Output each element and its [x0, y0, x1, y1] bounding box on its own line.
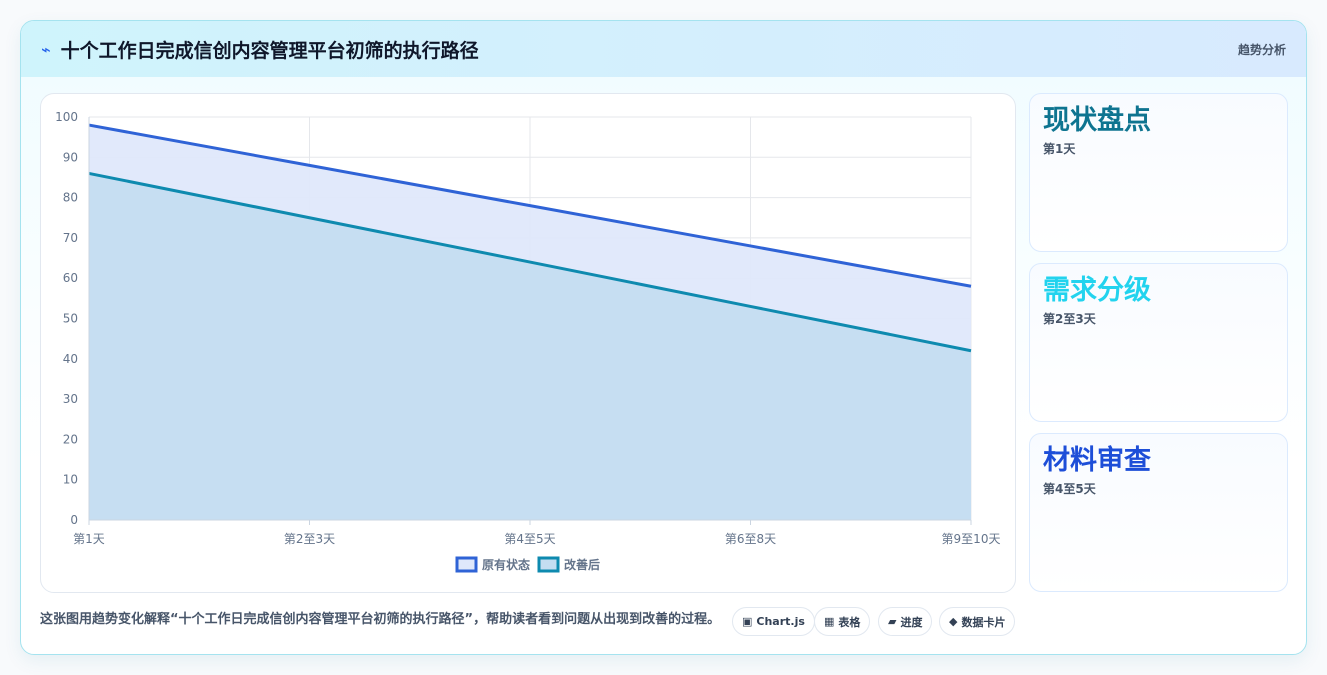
card-header: ⌁ 十个工作日完成信创内容管理平台初筛的执行路径 趋势分析 — [21, 21, 1306, 77]
diamond-icon: ◆ — [949, 615, 958, 628]
y-tick-label: 20 — [63, 432, 78, 446]
side-card-days: 第1天 — [1043, 142, 1076, 156]
chip-data-cards[interactable]: ◆ 数据卡片 — [939, 607, 1016, 636]
y-tick-label: 0 — [70, 513, 78, 527]
side-card-days: 第2至3天 — [1043, 312, 1096, 326]
legend-label-0: 原有状态 — [482, 557, 530, 572]
series-line-0 — [88, 123, 972, 288]
area-chart: 0 10 20 30 40 50 60 70 80 90 100 第1天 第2至3天 第4至5天 第6至8天… — [55, 110, 1001, 573]
y-tick-label: 80 — [63, 191, 78, 205]
legend-label-1: 改善后 — [564, 557, 600, 572]
chart-description: 这张图用趋势变化解释“十个工作日完成信创内容管理平台初筛的执行路径”，帮助读者看… — [40, 612, 721, 627]
y-tick-label: 90 — [63, 150, 78, 164]
series-line-1 — [88, 171, 972, 353]
side-card-title: 现状盘点 — [1043, 105, 1151, 136]
y-tick-label: 60 — [63, 271, 78, 285]
chart-panel: 0 10 20 30 40 50 60 70 80 90 100 第1天 第2至3天 第4至5天 第6至8天… — [40, 93, 1016, 593]
x-tick-label: 第6至8天 — [725, 532, 776, 546]
x-tick-label: 第2至3天 — [284, 532, 335, 546]
table-icon: ▦ — [824, 615, 835, 628]
chip-label: 数据卡片 — [961, 615, 1006, 629]
side-card-days: 第4至5天 — [1043, 482, 1096, 496]
y-tick-label: 40 — [63, 352, 78, 366]
chip-label: 表格 — [838, 615, 861, 629]
chart-square-icon: ▣ — [742, 615, 753, 628]
chip-label: 进度 — [900, 615, 923, 629]
chip-table[interactable]: ▦ 表格 — [814, 607, 871, 636]
chip-progress[interactable]: ▰ 进度 — [878, 607, 933, 636]
header-tag: 趋势分析 — [1237, 42, 1286, 57]
legend-swatch-0 — [455, 556, 478, 573]
y-tick-label: 30 — [63, 392, 78, 406]
side-card-1: 需求分级 第2至3天 — [1029, 263, 1288, 422]
legend-swatch-1 — [537, 556, 560, 573]
x-tick-label: 第9至10天 — [942, 532, 1001, 546]
side-card-0: 现状盘点 第1天 — [1029, 93, 1288, 252]
lightning-icon: ⌁ — [41, 39, 51, 59]
y-tick-label: 10 — [63, 473, 78, 487]
side-card-2: 材料审查 第4至5天 — [1029, 433, 1288, 592]
page-title: 十个工作日完成信创内容管理平台初筛的执行路径 — [60, 39, 479, 62]
chip-label: Chart.js — [756, 615, 805, 628]
x-tick-label: 第1天 — [73, 532, 105, 546]
y-tick-label: 50 — [63, 312, 78, 326]
side-card-title: 需求分级 — [1043, 275, 1151, 306]
x-tick-label: 第4至5天 — [504, 532, 555, 546]
y-tick-label: 70 — [63, 231, 78, 245]
series-area-1 — [89, 173, 971, 521]
y-tick-label: 100 — [55, 110, 78, 124]
progress-icon: ▰ — [888, 615, 897, 628]
main-card: ⌁ 十个工作日完成信创内容管理平台初筛的执行路径 趋势分析 0 10 20 30 40 5… — [20, 20, 1307, 655]
side-card-title: 材料审查 — [1043, 445, 1151, 476]
chip-chartjs[interactable]: ▣ Chart.js — [732, 607, 815, 636]
